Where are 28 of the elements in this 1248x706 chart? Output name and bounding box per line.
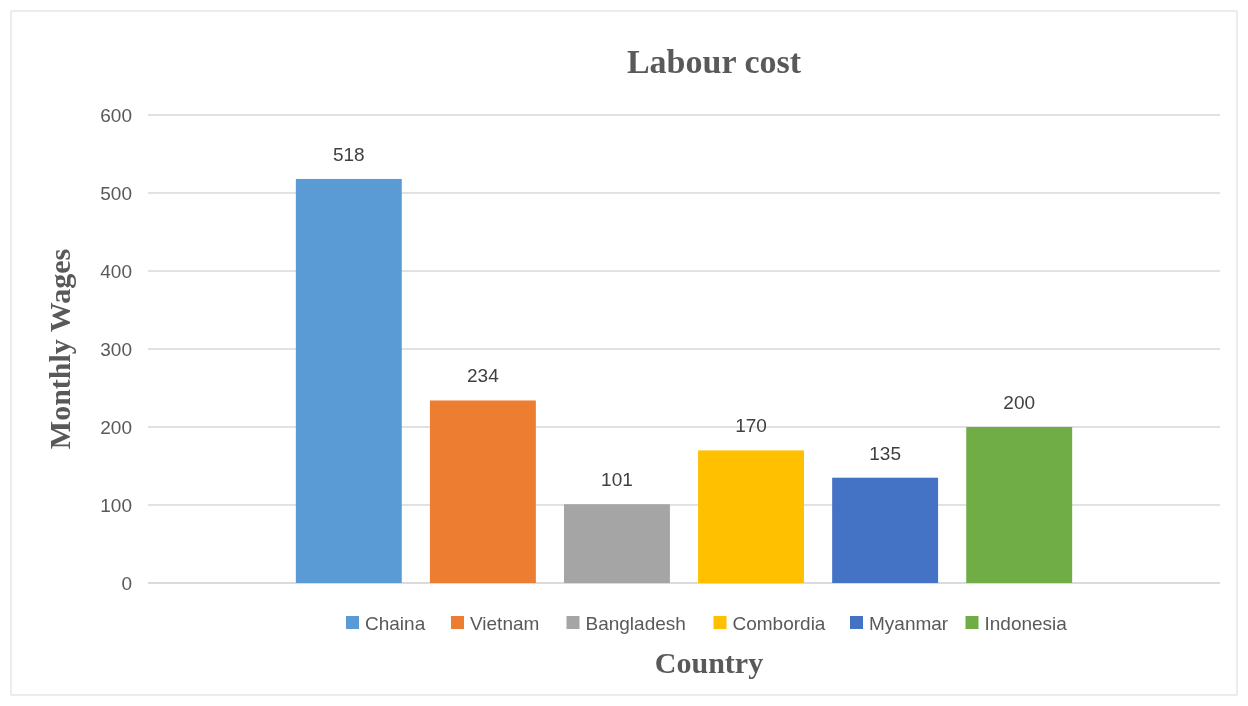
y-tick-label: 100 xyxy=(100,494,132,516)
bar xyxy=(832,477,939,583)
bar xyxy=(698,450,804,583)
data-label: 135 xyxy=(869,442,901,464)
chart-title: Labour cost xyxy=(626,43,802,80)
y-tick-label: 500 xyxy=(100,182,132,204)
y-tick-label: 0 xyxy=(121,572,132,594)
legend-label: Indonesia xyxy=(984,612,1068,634)
bar xyxy=(429,400,536,583)
legend-label: Myanmar xyxy=(869,612,949,634)
data-label: 101 xyxy=(601,469,633,491)
y-tick-label: 400 xyxy=(100,260,132,282)
y-tick-label: 300 xyxy=(100,338,132,360)
data-label: 518 xyxy=(332,143,365,165)
legend-label: Combordia xyxy=(732,612,826,634)
bar xyxy=(966,427,1073,583)
legend-label: Bangladesh xyxy=(585,612,686,634)
data-label: 170 xyxy=(735,415,767,437)
legend-label: Chaina xyxy=(365,612,426,634)
y-axis-title: Monthly Wages xyxy=(43,248,76,450)
x-axis-title: Country xyxy=(654,646,764,679)
bar xyxy=(295,178,402,583)
y-tick-label: 600 xyxy=(100,104,132,126)
bar xyxy=(564,504,670,583)
y-tick-label: 200 xyxy=(100,416,132,438)
data-label: 234 xyxy=(467,365,500,387)
data-label: 200 xyxy=(1003,392,1036,413)
legend-label: Vietnam xyxy=(470,612,540,634)
